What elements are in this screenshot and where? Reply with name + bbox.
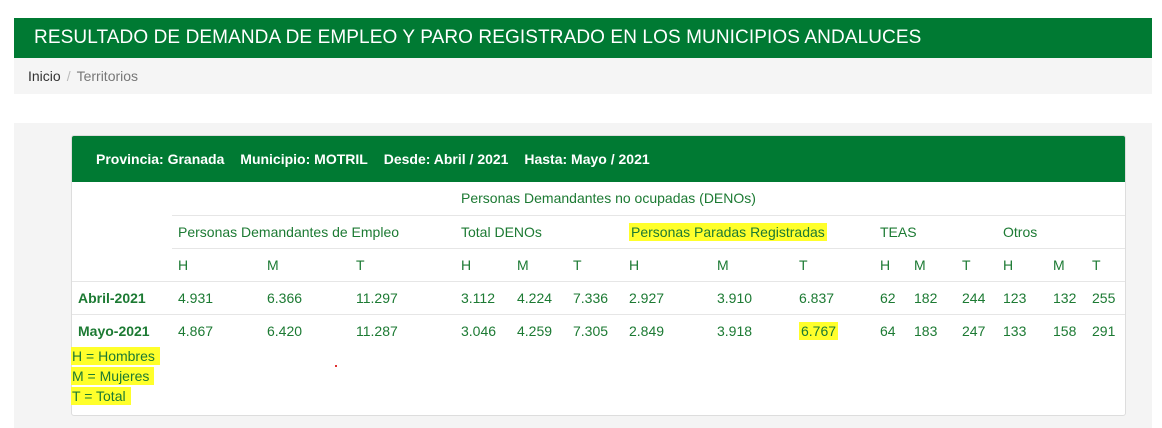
table-cell: 4.867: [172, 313, 261, 347]
table-cell: 3.910: [711, 280, 793, 314]
filter-desde: Desde: Abril / 2021: [383, 151, 509, 167]
table-cell: 64: [874, 313, 908, 347]
table-cell: 4.224: [511, 280, 567, 314]
legend-key: H: [72, 348, 83, 364]
table-cell: 2.927: [623, 280, 711, 314]
header-paradas-registradas: Personas Paradas Registradas: [623, 214, 874, 248]
table-corner-2: [72, 215, 172, 248]
breadcrumb-home-link[interactable]: Inicio: [28, 68, 61, 84]
header-otros: Otros: [997, 214, 1125, 248]
table-cell: 3.112: [455, 280, 511, 314]
table-cell: 132: [1047, 280, 1086, 314]
breadcrumb-separator: /: [66, 68, 71, 84]
table-header-row-groups: Personas Demandantes no ocupadas (DENOs): [72, 182, 1125, 215]
legend-key: M: [72, 368, 84, 384]
table-cell: 4.931: [172, 280, 261, 314]
results-panel: Provincia: Granada Municipio: MOTRIL Des…: [71, 135, 1126, 416]
header-paradas-label: Personas Paradas Registradas: [629, 222, 827, 241]
breadcrumb-current: Territorios: [76, 68, 139, 84]
table-cell: 291: [1086, 313, 1125, 347]
subheader-cell: M: [1047, 247, 1086, 281]
table-cell: 6.420: [261, 313, 350, 347]
filter-municipio: Municipio: MOTRIL: [240, 151, 368, 167]
table-cell: 7.336: [567, 280, 623, 314]
page-title: RESULTADO DE DEMANDA DE EMPLEO Y PARO RE…: [14, 18, 1152, 58]
header-total-denos: Total DENOs: [455, 214, 623, 248]
legend-text: = Mujeres: [83, 368, 150, 384]
table-header-spacer: [172, 182, 455, 215]
row-label: Abril-2021: [72, 280, 172, 314]
table-row: Mayo-2021 4.867 6.420 11.287 3.046 4.259…: [72, 313, 1125, 347]
table-corner-3: [72, 248, 172, 281]
table-cell: 4.259: [511, 313, 567, 347]
table-cell: 247: [956, 313, 997, 347]
table-cell: 7.305: [567, 313, 623, 347]
legend-item-hombres: H = Hombres: [71, 346, 160, 366]
results-table: Personas Demandantes no ocupadas (DENOs)…: [72, 182, 1125, 347]
table-header-row-hmt: H M T H M T H M T H M T H M T: [72, 247, 1125, 281]
table-cell: 11.287: [350, 313, 455, 347]
subheader-cell: T: [350, 247, 455, 281]
subheader-cell: H: [172, 247, 261, 281]
highlighted-value: 6.767: [799, 321, 839, 340]
subheader-cell: H: [997, 247, 1047, 281]
table-header-row-subgroups: Personas Demandantes de Empleo Total DEN…: [72, 214, 1125, 248]
subheader-cell: T: [956, 247, 997, 281]
table-cell: 182: [908, 280, 956, 314]
breadcrumb: Inicio / Territorios: [14, 58, 1152, 94]
subheader-cell: M: [908, 247, 956, 281]
header-teas: TEAS: [874, 214, 997, 248]
table-cell: 183: [908, 313, 956, 347]
filter-hasta: Hasta: Mayo / 2021: [524, 151, 650, 167]
table-cell: 123: [997, 280, 1047, 314]
filter-provincia: Provincia: Granada: [96, 151, 225, 167]
legend-key: T: [72, 388, 81, 404]
table-cell: 3.918: [711, 313, 793, 347]
subheader-cell: H: [623, 247, 711, 281]
subheader-cell: H: [455, 247, 511, 281]
table-cell: 3.046: [455, 313, 511, 347]
table-cell: 244: [956, 280, 997, 314]
row-label: Mayo-2021: [72, 313, 172, 347]
subheader-cell: T: [1086, 247, 1125, 281]
subheader-cell: H: [874, 247, 908, 281]
subheader-cell: T: [793, 247, 874, 281]
legend-item-total: T = Total: [71, 386, 160, 406]
table-row: Abril-2021 4.931 6.366 11.297 3.112 4.22…: [72, 280, 1125, 314]
table-cell: 2.849: [623, 313, 711, 347]
table-cell: 62: [874, 280, 908, 314]
stray-red-dot: [335, 365, 337, 367]
table-cell: 11.297: [350, 280, 455, 314]
panel-heading: Provincia: Granada Municipio: MOTRIL Des…: [72, 136, 1125, 182]
header-demandantes: Personas Demandantes de Empleo: [172, 214, 455, 248]
table-cell: 255: [1086, 280, 1125, 314]
legend-text: = Hombres: [82, 348, 155, 364]
legend: H = Hombres M = Mujeres T = Total: [71, 346, 160, 406]
legend-text: = Total: [80, 388, 126, 404]
table-cell-highlighted: 6.767: [793, 313, 874, 347]
subheader-cell: M: [511, 247, 567, 281]
legend-item-mujeres: M = Mujeres: [71, 366, 160, 386]
table-cell: 158: [1047, 313, 1086, 347]
table-cell: 6.366: [261, 280, 350, 314]
table-cell: 133: [997, 313, 1047, 347]
table-corner: [72, 182, 172, 215]
header-denos: Personas Demandantes no ocupadas (DENOs): [461, 190, 756, 207]
table-cell: 6.837: [793, 280, 874, 314]
subheader-cell: M: [711, 247, 793, 281]
subheader-cell: M: [261, 247, 350, 281]
subheader-cell: T: [567, 247, 623, 281]
